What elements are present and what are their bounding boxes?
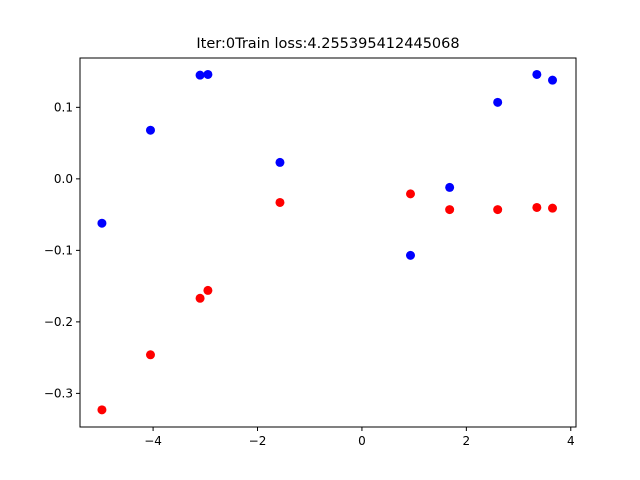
- red-point: [445, 205, 455, 215]
- red-point: [275, 197, 285, 207]
- red-point: [195, 293, 205, 303]
- points-layer: [97, 69, 558, 415]
- blue-point: [97, 218, 107, 228]
- red-point: [97, 405, 107, 415]
- y-tick-label: 0.1: [54, 100, 73, 114]
- red-point: [145, 350, 155, 360]
- x-tick-label: 4: [567, 434, 575, 448]
- x-tick-label: −2: [249, 434, 267, 448]
- blue-point: [195, 70, 205, 80]
- blue-point: [493, 97, 503, 107]
- blue-point: [405, 250, 415, 260]
- ticks-layer: −4 −2 0 2 4 −0.3 −0.2 −0.1 0.0 0.1: [44, 100, 575, 448]
- red-point: [405, 189, 415, 199]
- y-tick-label: −0.3: [44, 386, 73, 400]
- y-tick-label: −0.1: [44, 243, 73, 257]
- x-tick-label: −4: [144, 434, 162, 448]
- x-tick-label: 2: [463, 434, 471, 448]
- y-tick-label: −0.2: [44, 315, 73, 329]
- blue-point: [548, 75, 558, 85]
- chart-title: Iter:0Train loss:4.255395412445068: [196, 36, 459, 52]
- blue-point: [203, 69, 213, 79]
- red-point: [532, 202, 542, 212]
- blue-point: [532, 69, 542, 79]
- plot-frame: [79, 57, 577, 428]
- red-point: [203, 285, 213, 295]
- red-point: [548, 203, 558, 213]
- blue-point: [145, 125, 155, 135]
- blue-point: [445, 182, 455, 192]
- x-tick-label: 0: [358, 434, 366, 448]
- blue-point: [275, 157, 285, 167]
- red-point: [493, 205, 503, 215]
- y-tick-label: 0.0: [54, 172, 73, 186]
